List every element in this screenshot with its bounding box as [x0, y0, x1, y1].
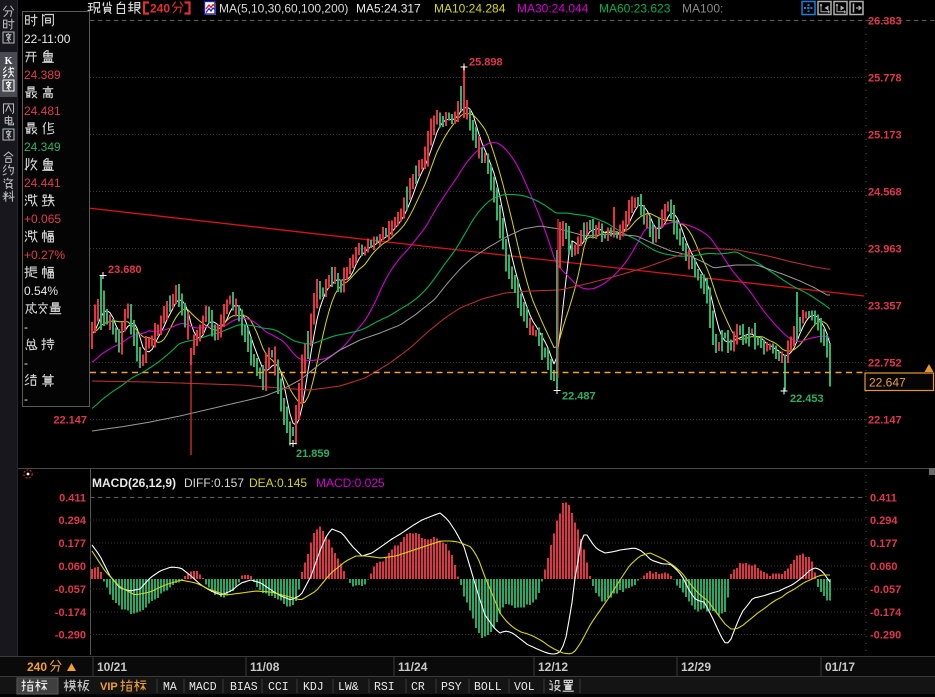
svg-text:0.54%: 0.54%	[24, 284, 58, 298]
svg-text:VIP: VIP	[100, 681, 118, 693]
svg-text:24.441: 24.441	[24, 176, 61, 190]
svg-text:24.568: 24.568	[868, 187, 902, 199]
svg-text:MA(5,10,30,60,100,200): MA(5,10,30,60,100,200)	[219, 2, 348, 16]
svg-text:12/12: 12/12	[538, 660, 568, 674]
svg-text:KDJ: KDJ	[303, 681, 324, 694]
svg-text:11/24: 11/24	[398, 660, 428, 674]
svg-text:MA100:: MA100:	[682, 2, 723, 16]
svg-text:-: -	[24, 392, 28, 406]
svg-text:0.411: 0.411	[59, 492, 86, 504]
svg-text:CCI: CCI	[268, 681, 289, 694]
svg-text:24.481: 24.481	[24, 104, 61, 118]
svg-text:-0.174: -0.174	[55, 607, 87, 619]
svg-text:22.147: 22.147	[868, 415, 902, 427]
svg-text:22.752: 22.752	[868, 358, 902, 370]
svg-text:0.177: 0.177	[58, 538, 86, 550]
svg-text:MA30:24.044: MA30:24.044	[517, 2, 589, 16]
svg-text:0.060: 0.060	[870, 561, 898, 573]
svg-text:22-11:00: 22-11:00	[24, 32, 71, 46]
svg-text:0.294: 0.294	[58, 515, 86, 527]
svg-text:BOLL: BOLL	[474, 681, 502, 694]
svg-text:MA10:24.284: MA10:24.284	[434, 2, 506, 16]
svg-text:22.487: 22.487	[562, 391, 596, 403]
svg-text:MACD: MACD	[189, 681, 217, 694]
svg-text:24.349: 24.349	[24, 140, 61, 154]
svg-text:-0.290: -0.290	[55, 630, 86, 642]
svg-text:-0.174: -0.174	[870, 607, 902, 619]
svg-text:24.389: 24.389	[24, 68, 61, 82]
svg-text:-: -	[24, 356, 28, 370]
svg-text:25.778: 25.778	[868, 73, 902, 85]
svg-text:0.411: 0.411	[870, 492, 897, 504]
svg-text:MA5:24.317: MA5:24.317	[356, 2, 421, 16]
svg-text:VOL: VOL	[514, 681, 535, 694]
svg-text:DEA:0.145: DEA:0.145	[249, 476, 307, 490]
svg-text:21.859: 21.859	[296, 448, 330, 460]
svg-text:10/21: 10/21	[97, 660, 127, 674]
svg-text:11/08: 11/08	[250, 660, 280, 674]
svg-text:23.963: 23.963	[868, 244, 902, 256]
svg-text:MA: MA	[163, 681, 177, 694]
svg-text:26.383: 26.383	[868, 16, 902, 28]
svg-text:CR: CR	[411, 681, 425, 694]
svg-text:+0.27%: +0.27%	[24, 248, 65, 262]
svg-text:12/29: 12/29	[681, 660, 711, 674]
svg-text:25.898: 25.898	[469, 57, 503, 69]
svg-text:LW&: LW&	[338, 681, 359, 694]
svg-text:+0.065: +0.065	[24, 212, 61, 226]
svg-text:0.177: 0.177	[870, 538, 898, 550]
svg-text:23.357: 23.357	[868, 301, 902, 313]
svg-text:240: 240	[150, 2, 170, 16]
svg-text:K: K	[5, 56, 13, 67]
svg-text:-0.057: -0.057	[55, 584, 86, 596]
svg-text:PSY: PSY	[441, 681, 462, 694]
svg-text:-0.290: -0.290	[870, 630, 901, 642]
svg-text:-0.057: -0.057	[870, 584, 901, 596]
svg-text:-: -	[24, 320, 28, 334]
svg-text:22.647: 22.647	[869, 376, 906, 390]
svg-text:22.453: 22.453	[790, 393, 824, 405]
svg-text:240: 240	[27, 660, 47, 674]
svg-text:23.680: 23.680	[108, 264, 142, 276]
svg-text:DIFF:0.157: DIFF:0.157	[184, 476, 244, 490]
svg-text:01/17: 01/17	[825, 660, 855, 674]
svg-text:RSI: RSI	[374, 681, 395, 694]
svg-text:BIAS: BIAS	[230, 681, 258, 694]
svg-text:MA60:23.623: MA60:23.623	[599, 2, 671, 16]
svg-text:22.147: 22.147	[53, 415, 87, 427]
svg-text:MACD(26,12,9): MACD(26,12,9)	[92, 476, 176, 490]
svg-text:25.173: 25.173	[868, 130, 902, 142]
svg-text:0.294: 0.294	[870, 515, 898, 527]
svg-text:MACD:0.025: MACD:0.025	[316, 476, 385, 490]
svg-text:0.060: 0.060	[58, 561, 86, 573]
